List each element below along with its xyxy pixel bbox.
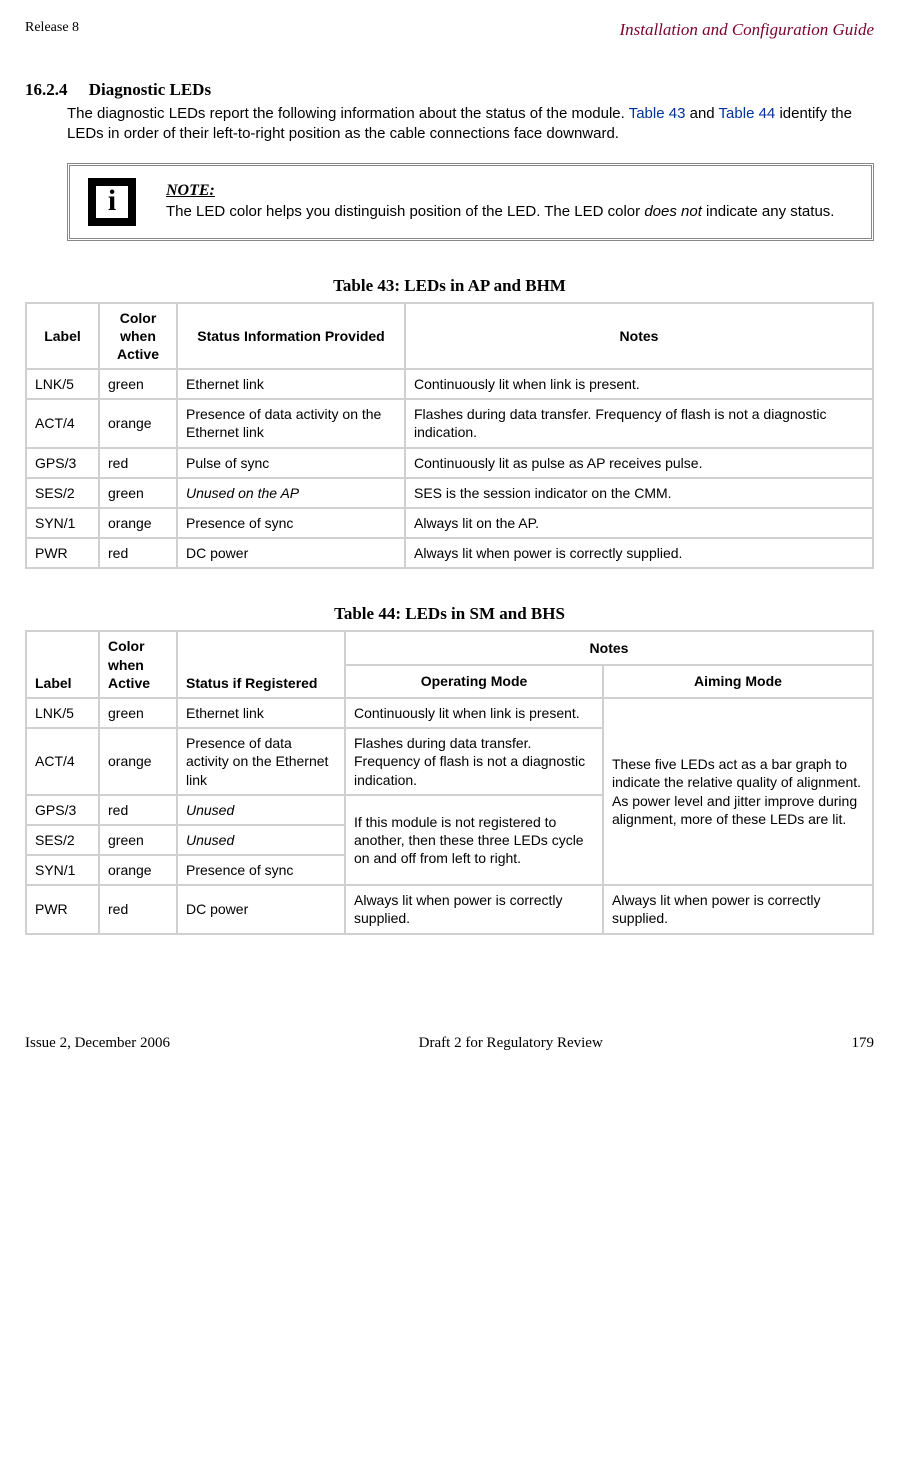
cell: SYN/1 bbox=[26, 855, 99, 885]
table-row: LNK/5 green Ethernet link Continuously l… bbox=[26, 698, 873, 728]
cell: green bbox=[99, 698, 177, 728]
table-header-row: Label Color when Active Status if Regist… bbox=[26, 631, 873, 664]
cell: Continuously lit as pulse as AP receives… bbox=[405, 448, 873, 478]
cell: LNK/5 bbox=[26, 698, 99, 728]
table-row: SYN/1orangePresence of syncAlways lit on… bbox=[26, 508, 873, 538]
cell: orange bbox=[99, 728, 177, 795]
th-notes: Notes bbox=[345, 631, 873, 664]
cell: GPS/3 bbox=[26, 448, 99, 478]
section-title: Diagnostic LEDs bbox=[89, 80, 211, 99]
cell: red bbox=[99, 795, 177, 825]
intro-paragraph: The diagnostic LEDs report the following… bbox=[67, 104, 874, 145]
th-label: Label bbox=[26, 303, 99, 370]
note-body-1: The LED color helps you distinguish posi… bbox=[166, 203, 644, 220]
cell-op-merged: If this module is not registered to anot… bbox=[345, 795, 603, 886]
note-title: NOTE: bbox=[166, 182, 215, 199]
cell: Unused on the AP bbox=[177, 478, 405, 508]
cell: Always lit when power is correctly suppl… bbox=[345, 885, 603, 933]
cell: green bbox=[99, 825, 177, 855]
cell: orange bbox=[99, 855, 177, 885]
cell: SES is the session indicator on the CMM. bbox=[405, 478, 873, 508]
note-inner: NOTE: The LED color helps you distinguis… bbox=[88, 178, 853, 226]
cell: DC power bbox=[177, 538, 405, 568]
cell: Ethernet link bbox=[177, 698, 345, 728]
th-notes: Notes bbox=[405, 303, 873, 370]
cell: DC power bbox=[177, 885, 345, 933]
cell: PWR bbox=[26, 538, 99, 568]
info-icon bbox=[88, 178, 136, 226]
table43-caption: Table 43: LEDs in AP and BHM bbox=[25, 276, 874, 296]
cell: Pulse of sync bbox=[177, 448, 405, 478]
cell: red bbox=[99, 448, 177, 478]
cell: Unused bbox=[177, 795, 345, 825]
intro-text-1: The diagnostic LEDs report the following… bbox=[67, 105, 629, 122]
cell: GPS/3 bbox=[26, 795, 99, 825]
th-aimmode: Aiming Mode bbox=[603, 665, 873, 698]
table44: Label Color when Active Status if Regist… bbox=[25, 630, 874, 934]
header-left: Release 8 bbox=[25, 20, 79, 40]
cell: Always lit on the AP. bbox=[405, 508, 873, 538]
page-footer: Issue 2, December 2006 Draft 2 for Regul… bbox=[25, 1035, 874, 1052]
section-heading: 16.2.4 Diagnostic LEDs bbox=[25, 80, 874, 100]
cell: Continuously lit when link is present. bbox=[405, 369, 873, 399]
th-color: Color when Active bbox=[99, 303, 177, 370]
cell: green bbox=[99, 369, 177, 399]
cell: green bbox=[99, 478, 177, 508]
note-body-2: indicate any status. bbox=[706, 203, 834, 220]
cell: Flashes during data transfer. Frequency … bbox=[405, 399, 873, 447]
table43: Label Color when Active Status Informati… bbox=[25, 302, 874, 570]
cell-aim-merged: These five LEDs act as a bar graph to in… bbox=[603, 698, 873, 885]
note-text: NOTE: The LED color helps you distinguis… bbox=[166, 181, 834, 221]
cell: Ethernet link bbox=[177, 369, 405, 399]
cell: Unused bbox=[177, 825, 345, 855]
table44-link[interactable]: Table 44 bbox=[719, 105, 776, 122]
intro-text-2: and bbox=[690, 105, 719, 122]
section-number: 16.2.4 bbox=[25, 80, 68, 99]
cell: orange bbox=[99, 399, 177, 447]
footer-center: Draft 2 for Regulatory Review bbox=[419, 1035, 603, 1052]
page-header: Release 8 Installation and Configuration… bbox=[25, 20, 874, 40]
footer-left: Issue 2, December 2006 bbox=[25, 1035, 170, 1052]
table44-caption: Table 44: LEDs in SM and BHS bbox=[25, 604, 874, 624]
th-status: Status if Registered bbox=[177, 631, 345, 698]
cell: Presence of data activity on the Etherne… bbox=[177, 728, 345, 795]
cell: Presence of data activity on the Etherne… bbox=[177, 399, 405, 447]
cell: SYN/1 bbox=[26, 508, 99, 538]
cell: red bbox=[99, 538, 177, 568]
table-row: LNK/5greenEthernet linkContinuously lit … bbox=[26, 369, 873, 399]
cell: ACT/4 bbox=[26, 728, 99, 795]
cell: Continuously lit when link is present. bbox=[345, 698, 603, 728]
cell: PWR bbox=[26, 885, 99, 933]
table-row: PWRredDC powerAlways lit when power is c… bbox=[26, 538, 873, 568]
cell: Flashes during data transfer. Frequency … bbox=[345, 728, 603, 795]
table-row: ACT/4orangePresence of data activity on … bbox=[26, 399, 873, 447]
cell: SES/2 bbox=[26, 478, 99, 508]
cell: Presence of sync bbox=[177, 508, 405, 538]
table-row: GPS/3redPulse of syncContinuously lit as… bbox=[26, 448, 873, 478]
cell: orange bbox=[99, 508, 177, 538]
cell: LNK/5 bbox=[26, 369, 99, 399]
header-right: Installation and Configuration Guide bbox=[619, 20, 874, 40]
footer-right: 179 bbox=[851, 1035, 874, 1052]
table-header-row: Label Color when Active Status Informati… bbox=[26, 303, 873, 370]
table-row: PWR red DC power Always lit when power i… bbox=[26, 885, 873, 933]
th-color: Color when Active bbox=[99, 631, 177, 698]
th-opmode: Operating Mode bbox=[345, 665, 603, 698]
cell: ACT/4 bbox=[26, 399, 99, 447]
cell: Presence of sync bbox=[177, 855, 345, 885]
cell: Always lit when power is correctly suppl… bbox=[603, 885, 873, 933]
note-box: NOTE: The LED color helps you distinguis… bbox=[67, 163, 874, 241]
note-italic: does not bbox=[644, 203, 702, 220]
table-row: SES/2greenUnused on the APSES is the ses… bbox=[26, 478, 873, 508]
th-status: Status Information Provided bbox=[177, 303, 405, 370]
cell: SES/2 bbox=[26, 825, 99, 855]
cell: Always lit when power is correctly suppl… bbox=[405, 538, 873, 568]
table43-link[interactable]: Table 43 bbox=[629, 105, 686, 122]
cell: red bbox=[99, 885, 177, 933]
th-label: Label bbox=[26, 631, 99, 698]
